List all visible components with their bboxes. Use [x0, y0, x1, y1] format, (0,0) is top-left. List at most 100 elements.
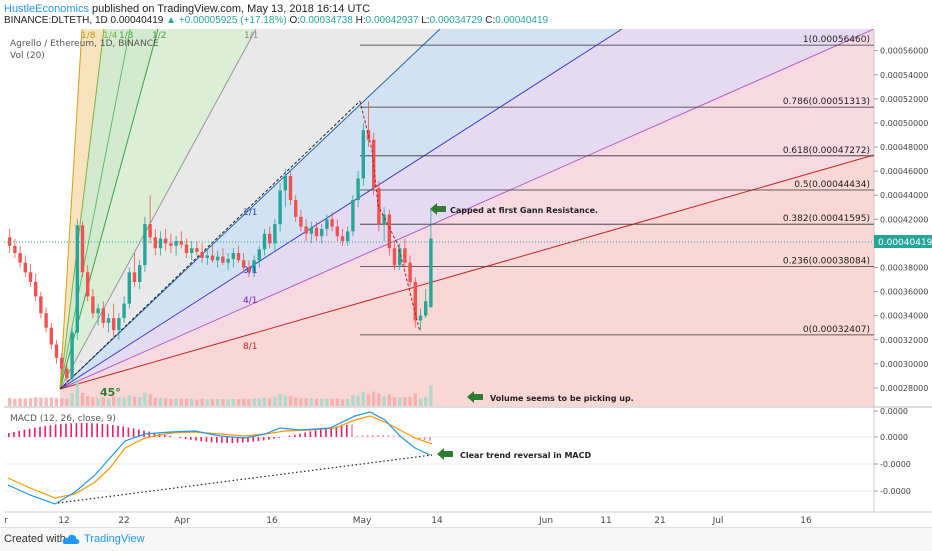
macd-hist-bar [382, 435, 384, 437]
macd-hist-bar [273, 437, 275, 439]
macd-hist-bar [50, 425, 52, 437]
candle-body [403, 248, 406, 262]
volume-bar [429, 386, 432, 406]
candle-body [143, 224, 146, 265]
macd-hist-bar [70, 423, 72, 437]
macd-hist-bar [325, 428, 327, 437]
volume-bar [237, 399, 240, 406]
volume-bar [24, 398, 27, 406]
candle-body [55, 345, 58, 358]
macd-hist-bar [289, 436, 291, 437]
volume-bar [226, 399, 229, 406]
macd-hist-bar [102, 424, 104, 437]
candle-body [325, 219, 328, 229]
fib-label: 1(0.00056460) [803, 35, 870, 45]
macd-hist-bar [76, 423, 78, 437]
footer-bar: Created with TradingView [0, 527, 932, 551]
fib-label: 0.5(0.00044434) [794, 180, 870, 190]
price-tick-label: 0.00032000 [880, 336, 928, 345]
price-axis: 0.000560000.000540000.000520000.00050000… [874, 47, 928, 393]
candle-body [91, 296, 94, 313]
volume-bar [284, 396, 287, 406]
macd-hist-bar [346, 425, 348, 437]
volume-bar [398, 398, 401, 406]
candle-body [320, 229, 323, 236]
volume-bar [55, 398, 58, 406]
volume-bar [164, 398, 167, 406]
candle-body [190, 248, 193, 253]
volume-bar [138, 397, 141, 406]
volume-bar [377, 394, 380, 406]
time-tick-label: Jul [712, 516, 724, 526]
volume-bar [289, 396, 292, 406]
volume-bar [294, 398, 297, 406]
candle-body [107, 318, 110, 323]
annotation-volume: Volume seems to be picking up. [490, 394, 634, 403]
macd-hist-bar [122, 427, 124, 437]
macd-hist-bar [310, 431, 312, 437]
volume-bar [320, 399, 323, 406]
candle-body [278, 190, 281, 224]
volume-bar [154, 398, 157, 406]
tradingview-link[interactable]: TradingView [84, 533, 145, 545]
macd-hist-bar [8, 433, 10, 437]
macd-hist-bar [211, 437, 213, 442]
candle-body [216, 257, 219, 261]
candle-body [284, 176, 287, 190]
candle-body [122, 304, 125, 318]
time-tick-label: 14 [431, 516, 443, 526]
chart-canvas[interactable]: 1(0.00056460)0.786(0.00051313)0.618(0.00… [0, 0, 932, 527]
macd-hist-bar [419, 437, 421, 439]
macd-hist-bar [96, 424, 98, 437]
candle-body [185, 245, 188, 253]
time-tick-label: 11 [600, 516, 611, 526]
volume-bar [86, 396, 89, 406]
volume-bar [263, 398, 266, 406]
gann-label-8-1: 8/1 [243, 342, 257, 352]
time-tick-label: 12 [58, 516, 69, 526]
volume-bar [325, 398, 328, 406]
volume-bar [133, 396, 136, 406]
macd-hist-bar [398, 436, 400, 437]
macd-legend: MACD (12, 26, close, 9) [10, 414, 116, 424]
macd-hist-bar [206, 437, 208, 442]
macd-hist-bar [24, 430, 26, 437]
candle-body [289, 176, 292, 200]
macd-histogram [8, 423, 431, 443]
macd-hist-bar [393, 436, 395, 437]
candle-body [81, 225, 84, 272]
volume-bar [180, 399, 183, 406]
candle-body [356, 178, 359, 200]
volume-bar [362, 392, 365, 406]
candle-body [102, 308, 105, 322]
volume-bar [50, 398, 53, 406]
macd-hist-bar [388, 435, 390, 437]
annotation-gann-resistance: Capped at first Gann Resistance. [450, 206, 598, 215]
macd-hist-bar [55, 425, 57, 437]
candle-body [258, 249, 261, 260]
volume-bar [18, 398, 21, 406]
candle-body [273, 224, 276, 243]
macd-tick-label: -0.0000 [880, 487, 911, 496]
macd-hist-bar [29, 429, 31, 437]
candle-body [346, 231, 349, 241]
candle-body [60, 358, 63, 369]
candle-body [154, 237, 157, 248]
gann-fan [60, 29, 874, 406]
volume-bar [39, 398, 42, 406]
volume-bar [159, 398, 162, 406]
annotation-macd: Clear trend reversal in MACD [460, 451, 591, 460]
macd-hist-bar [112, 425, 114, 437]
price-tick-label: 0.00036000 [880, 288, 928, 297]
volume-bar [258, 398, 261, 406]
volume-bar [8, 398, 11, 406]
fib-label: 0.786(0.00051313) [783, 97, 870, 107]
candle-body [70, 333, 73, 379]
volume-bar [122, 398, 125, 406]
candle-body [429, 239, 432, 308]
tradingview-cloud-icon [62, 534, 80, 545]
volume-bar [91, 397, 94, 406]
fib-label: 0.382(0.00041595) [783, 214, 870, 224]
candle-body [86, 272, 89, 296]
